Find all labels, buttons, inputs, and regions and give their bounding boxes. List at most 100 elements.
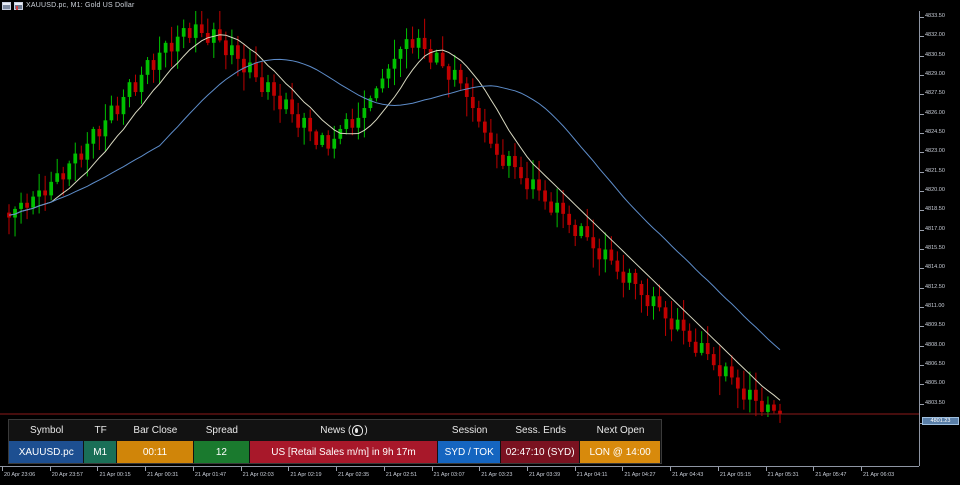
chart-window-icon[interactable] bbox=[14, 1, 23, 10]
candle-body bbox=[25, 202, 29, 208]
candle-body bbox=[615, 260, 620, 272]
candle-body bbox=[139, 74, 144, 93]
price-tick-label: 4826.00 bbox=[925, 109, 945, 116]
candle-body bbox=[458, 69, 463, 84]
value-timeframe[interactable]: M1 bbox=[84, 441, 117, 463]
time-tick-label: 21 Apr 05:47 bbox=[815, 472, 847, 478]
candle-body bbox=[729, 366, 734, 378]
candle-body bbox=[290, 99, 294, 115]
candle-body bbox=[103, 120, 108, 137]
candle-body bbox=[181, 28, 186, 37]
dashboard-header-row: Symbol TF Bar Close Spread News () Sessi… bbox=[9, 420, 661, 441]
time-tick-label: 21 Apr 02:51 bbox=[385, 472, 417, 478]
price-tick: 4803.50 bbox=[920, 400, 960, 406]
time-tick-label: 21 Apr 00:15 bbox=[99, 472, 131, 478]
price-tick: 4829.00 bbox=[920, 71, 960, 77]
candle-body bbox=[314, 131, 319, 145]
candle-body bbox=[772, 404, 776, 411]
time-axis[interactable]: 20 Apr 23:06 20 Apr 23:57 21 Apr 00:15 21 A… bbox=[0, 466, 919, 485]
time-tick-label: 21 Apr 04:11 bbox=[576, 472, 608, 478]
candle-body bbox=[760, 400, 764, 412]
price-axis[interactable]: 4833.50 4832.00 4830.50 4829.00 4827.50 4826.… bbox=[919, 11, 960, 466]
candle-body bbox=[717, 365, 722, 377]
header-news-paren: ) bbox=[364, 425, 368, 436]
value-news[interactable]: US [Retail Sales m/m] in 9h 17m bbox=[249, 441, 439, 463]
candle-body bbox=[561, 202, 566, 214]
price-tick: 4809.50 bbox=[920, 322, 960, 328]
value-symbol[interactable]: XAUUSD.pc bbox=[9, 441, 85, 463]
candle-body bbox=[519, 167, 523, 179]
candle-body bbox=[567, 213, 572, 225]
candle-body bbox=[49, 181, 54, 196]
candle-body bbox=[302, 117, 307, 128]
candle-body bbox=[320, 135, 325, 145]
candle-body bbox=[67, 163, 72, 180]
price-tick: 4826.00 bbox=[920, 110, 960, 116]
window-restore-icon[interactable] bbox=[2, 1, 11, 10]
price-tick: 4805.00 bbox=[920, 380, 960, 386]
candle-body bbox=[145, 60, 150, 75]
time-tick-label: 21 Apr 05:15 bbox=[719, 472, 752, 478]
candle-body bbox=[675, 319, 680, 330]
value-bar-close: 00:11 bbox=[116, 441, 195, 463]
candle-body bbox=[754, 389, 758, 401]
price-tick-label: 4824.50 bbox=[925, 129, 945, 135]
moving-average-fast-line bbox=[8, 34, 781, 401]
candle-body bbox=[362, 108, 367, 118]
candle-body bbox=[591, 237, 596, 249]
header-session: Session bbox=[451, 425, 488, 436]
time-tick-label: 21 Apr 01:47 bbox=[194, 472, 227, 478]
price-tick-label: 4814.00 bbox=[925, 264, 945, 271]
time-tick-label: 21 Apr 04:27 bbox=[624, 472, 656, 478]
price-tick-label: 4821.50 bbox=[925, 167, 945, 174]
price-tick: 4815.50 bbox=[920, 245, 960, 251]
candle-body bbox=[669, 318, 674, 330]
candle-body bbox=[187, 28, 192, 38]
candle-body bbox=[242, 58, 246, 73]
header-news: News () bbox=[250, 420, 439, 441]
candle-body bbox=[416, 37, 421, 48]
candle-body bbox=[778, 410, 782, 415]
time-tick-label: 21 Apr 03:23 bbox=[481, 472, 513, 478]
moving-average-slow-line bbox=[8, 58, 781, 351]
candle-body bbox=[266, 82, 270, 93]
price-tick: 4806.50 bbox=[920, 361, 960, 367]
price-tick-label: 4806.50 bbox=[925, 361, 945, 367]
candle-body bbox=[766, 404, 770, 412]
candle-body bbox=[151, 60, 156, 70]
candle-body bbox=[272, 82, 276, 96]
candle-body bbox=[681, 319, 686, 331]
price-tick: 4832.00 bbox=[920, 32, 960, 38]
candle-body bbox=[748, 389, 752, 400]
candle-body bbox=[741, 388, 746, 400]
candle-body bbox=[639, 283, 644, 296]
candle-body bbox=[19, 202, 23, 209]
candle-body bbox=[537, 179, 541, 191]
price-tick: 4824.50 bbox=[920, 129, 960, 135]
candle-body bbox=[470, 96, 475, 109]
header-sess-ends: Sess. Ends bbox=[515, 425, 566, 436]
candle-body bbox=[525, 178, 529, 190]
price-tick-label: 4829.00 bbox=[925, 71, 945, 77]
price-tick-label: 4818.50 bbox=[925, 206, 945, 213]
candle-body bbox=[446, 66, 451, 80]
time-tick-label: 20 Apr 23:06 bbox=[4, 472, 36, 478]
bell-icon bbox=[352, 425, 364, 436]
time-tick-label: 21 Apr 02:35 bbox=[338, 472, 370, 478]
price-chart[interactable] bbox=[0, 11, 919, 466]
time-tick-label: 21 Apr 06:03 bbox=[863, 472, 895, 478]
price-tick: 4814.00 bbox=[920, 264, 960, 270]
price-tick-label: 4827.50 bbox=[925, 90, 945, 97]
candle-body bbox=[284, 99, 288, 110]
value-next-open: LON @ 14:00 bbox=[580, 441, 661, 463]
candle-body bbox=[434, 52, 439, 63]
candle-body bbox=[663, 307, 668, 319]
candle-body bbox=[555, 202, 559, 213]
header-news-label: News ( bbox=[320, 425, 352, 436]
candle-body bbox=[31, 196, 35, 208]
info-dashboard-panel: Symbol TF Bar Close Spread News () Sessi… bbox=[8, 419, 662, 464]
price-tick: 4830.50 bbox=[920, 52, 960, 58]
candle-body bbox=[579, 226, 584, 236]
value-session: SYD / TOK bbox=[438, 441, 502, 463]
candle-body bbox=[645, 295, 650, 307]
